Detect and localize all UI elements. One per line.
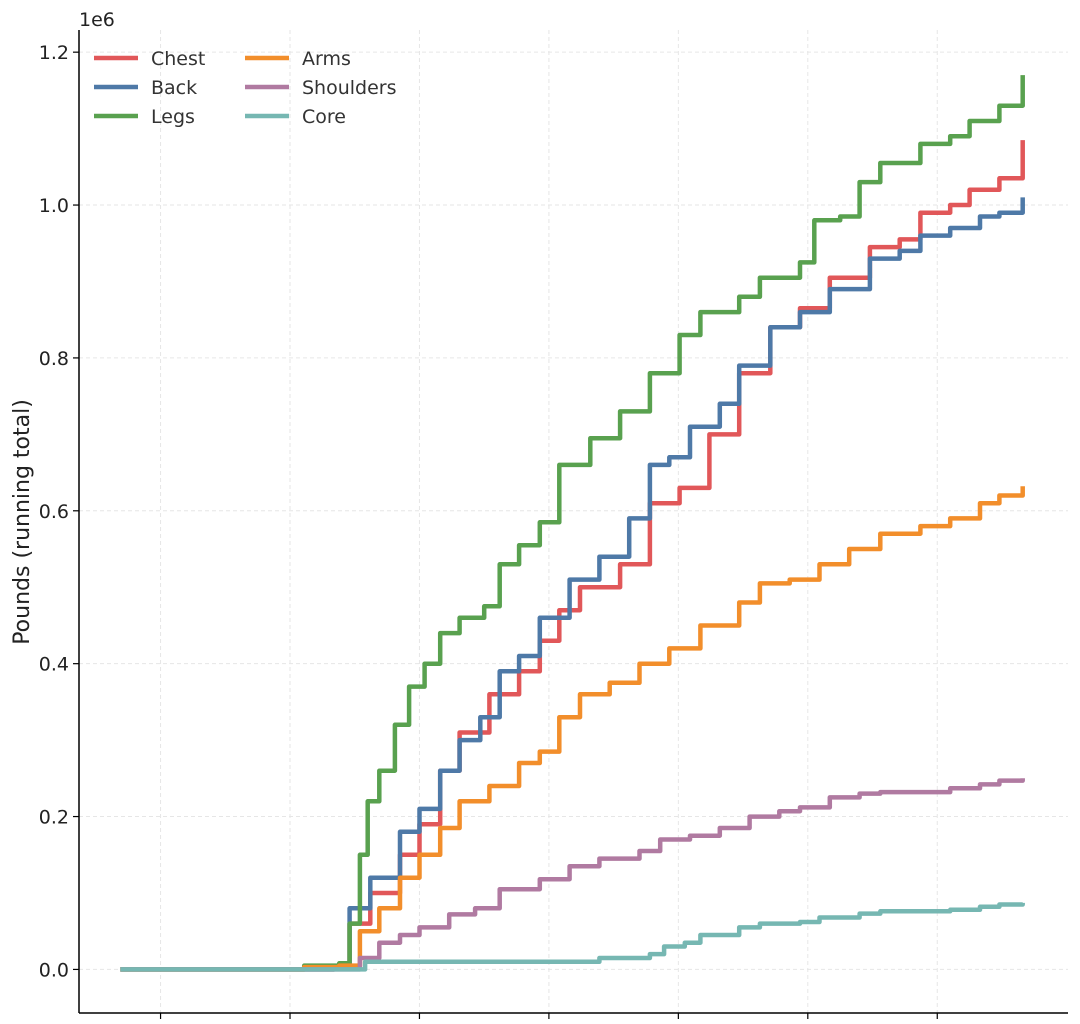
y-tick-label: 0.4	[39, 654, 69, 676]
y-tick-label: 0.6	[39, 501, 69, 523]
y-tick-label: 0.0	[39, 959, 69, 981]
legend-label-arms: Arms	[302, 48, 351, 70]
series-line-back	[120, 197, 1025, 972]
y-axis-label: Pounds (running total)	[10, 399, 35, 645]
y-tick-label: 1.0	[39, 195, 69, 217]
legend: Chest Back Legs Arms Shoulders Core	[94, 48, 397, 128]
legend-label-core: Core	[302, 106, 346, 128]
grid	[79, 30, 1068, 1013]
legend-label-back: Back	[151, 77, 197, 99]
legend-label-chest: Chest	[151, 48, 205, 70]
y-tick-label: 1.2	[39, 42, 69, 64]
y-tick-label: 0.8	[39, 348, 69, 370]
series-line-legs	[120, 75, 1025, 972]
y-offset-label: 1e6	[79, 9, 115, 31]
legend-label-legs: Legs	[151, 106, 195, 128]
y-tick-label: 0.2	[39, 807, 69, 829]
series-line-core	[120, 902, 1025, 972]
series-line-shoulders	[120, 778, 1025, 972]
series-lines	[120, 75, 1025, 972]
series-line-arms	[120, 486, 1025, 972]
axes: 20192020202120222023202420250.00.20.40.6…	[39, 30, 1068, 1024]
series-line-chest	[120, 140, 1025, 972]
legend-label-shoulders: Shoulders	[302, 77, 397, 99]
